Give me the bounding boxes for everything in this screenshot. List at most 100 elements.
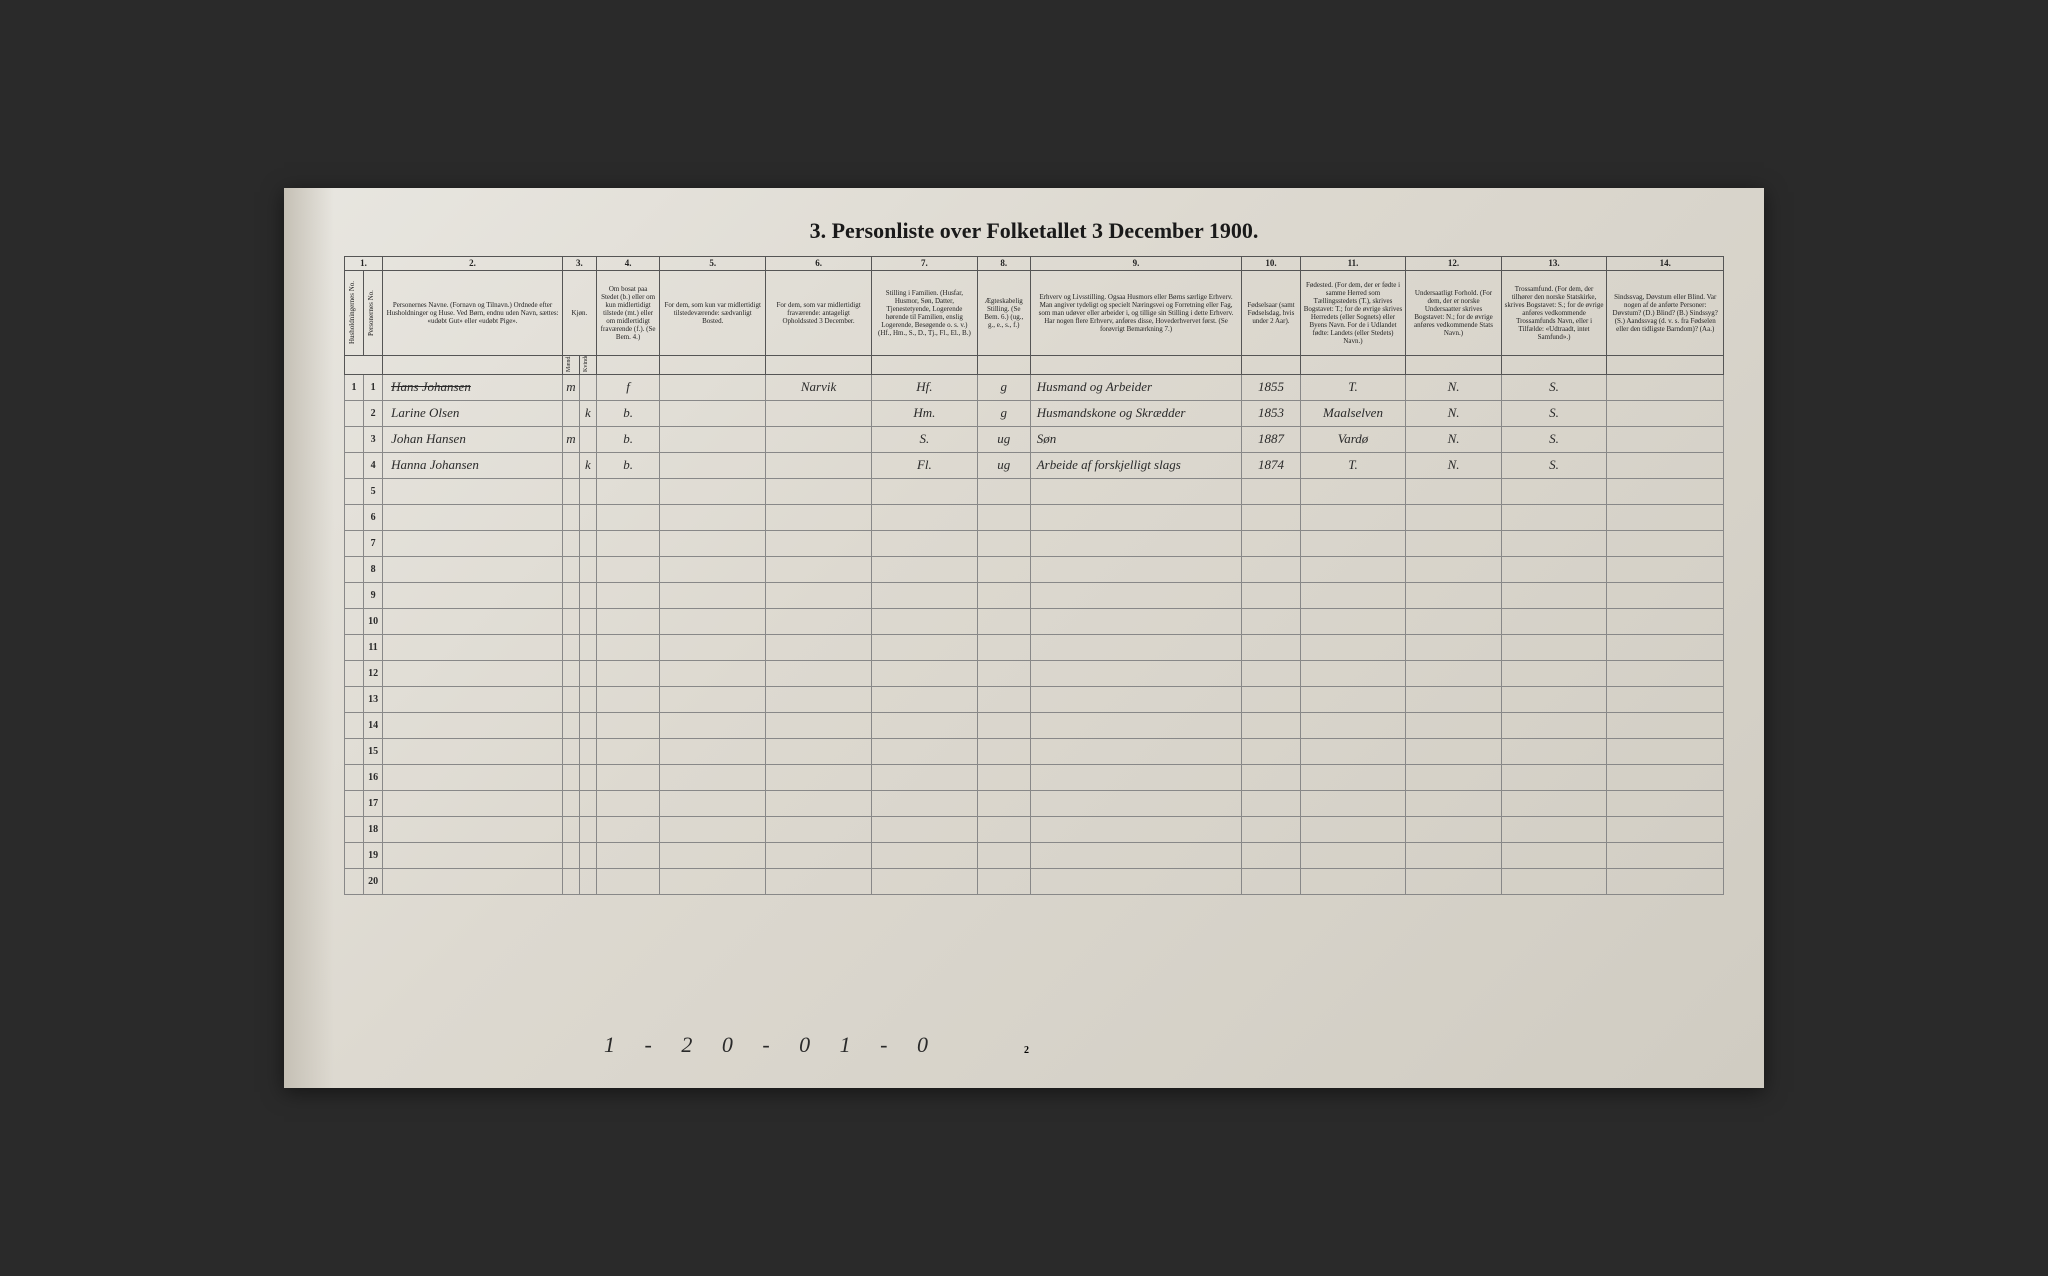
cell-marital [977, 790, 1030, 816]
cell-person-no: 17 [364, 790, 383, 816]
cell-nationality: N. [1406, 374, 1501, 400]
cell-person-no: 12 [364, 660, 383, 686]
cell-birthplace: Maalselven [1300, 400, 1406, 426]
cell-family-pos [871, 816, 977, 842]
cell-religion: S. [1501, 426, 1607, 452]
cell-household-no [345, 582, 364, 608]
cell-family-pos [871, 790, 977, 816]
cell-temp-absent [766, 790, 872, 816]
cell-occupation [1030, 504, 1242, 530]
cell-occupation [1030, 660, 1242, 686]
cell-sex-m [563, 556, 580, 582]
cell-birthplace [1300, 530, 1406, 556]
cell-birthyear [1242, 608, 1300, 634]
table-row: 17 [345, 790, 1724, 816]
hdr-sex: Kjøn. [563, 270, 597, 355]
cell-family-pos [871, 660, 977, 686]
cell-household-no [345, 712, 364, 738]
cell-household-no [345, 868, 364, 894]
cell-temp-present [660, 686, 766, 712]
cell-nationality [1406, 556, 1501, 582]
cell-birthyear [1242, 530, 1300, 556]
cell-name [383, 504, 563, 530]
cell-family-pos [871, 868, 977, 894]
cell-sex-m [563, 478, 580, 504]
hdr-temp-present: For dem, som kun var midlertidigt tilste… [660, 270, 766, 355]
colnum-10: 10. [1242, 257, 1300, 271]
cell-marital [977, 504, 1030, 530]
cell-marital: ug [977, 452, 1030, 478]
cell-person-no: 5 [364, 478, 383, 504]
cell-household-no [345, 400, 364, 426]
cell-religion [1501, 556, 1607, 582]
cell-disability [1607, 712, 1724, 738]
cell-disability [1607, 400, 1724, 426]
cell-temp-absent: Narvik [766, 374, 872, 400]
hdr-family-pos: Stilling i Familien. (Husfar, Husmor, Sø… [871, 270, 977, 355]
cell-birthplace [1300, 608, 1406, 634]
cell-birthyear: 1855 [1242, 374, 1300, 400]
cell-birthyear [1242, 478, 1300, 504]
cell-sex-k: k [579, 400, 596, 426]
cell-temp-absent [766, 660, 872, 686]
cell-nationality [1406, 816, 1501, 842]
cell-sex-k [579, 374, 596, 400]
cell-religion [1501, 686, 1607, 712]
cell-birthyear [1242, 738, 1300, 764]
table-row: 2Larine Olsenkb.Hm.gHusmandskone og Skræ… [345, 400, 1724, 426]
cell-birthplace [1300, 504, 1406, 530]
cell-residence [596, 556, 659, 582]
table-row: 5 [345, 478, 1724, 504]
colnum-12: 12. [1406, 257, 1501, 271]
cell-family-pos [871, 764, 977, 790]
cell-disability [1607, 608, 1724, 634]
cell-sex-m [563, 504, 580, 530]
cell-temp-absent [766, 582, 872, 608]
cell-sex-m [563, 530, 580, 556]
cell-family-pos: Hm. [871, 400, 977, 426]
cell-person-no: 19 [364, 842, 383, 868]
table-row: 6 [345, 504, 1724, 530]
cell-occupation [1030, 634, 1242, 660]
cell-temp-absent [766, 712, 872, 738]
cell-birthplace [1300, 634, 1406, 660]
cell-nationality [1406, 712, 1501, 738]
cell-birthplace [1300, 582, 1406, 608]
cell-occupation [1030, 530, 1242, 556]
cell-name [383, 790, 563, 816]
cell-birthyear [1242, 712, 1300, 738]
census-table: 1. 2. 3. 4. 5. 6. 7. 8. 9. 10. 11. 12. 1… [344, 256, 1724, 895]
cell-marital [977, 842, 1030, 868]
cell-temp-absent [766, 816, 872, 842]
cell-disability [1607, 582, 1724, 608]
cell-occupation [1030, 686, 1242, 712]
cell-nationality [1406, 842, 1501, 868]
cell-person-no: 14 [364, 712, 383, 738]
cell-religion [1501, 868, 1607, 894]
sex-subheader-row: Mænd. Kvinder. [345, 355, 1724, 374]
cell-birthyear [1242, 504, 1300, 530]
cell-sex-m [563, 400, 580, 426]
hdr-temp-absent: For dem, som var midlertidigt fraværende… [766, 270, 872, 355]
cell-temp-absent [766, 842, 872, 868]
cell-sex-k [579, 426, 596, 452]
cell-residence [596, 738, 659, 764]
cell-birthyear: 1887 [1242, 426, 1300, 452]
cell-temp-present [660, 582, 766, 608]
colnum-6: 6. [766, 257, 872, 271]
cell-name [383, 608, 563, 634]
cell-nationality [1406, 764, 1501, 790]
cell-person-no: 4 [364, 452, 383, 478]
cell-residence [596, 790, 659, 816]
cell-residence [596, 608, 659, 634]
table-row: 11 [345, 634, 1724, 660]
cell-occupation [1030, 764, 1242, 790]
cell-temp-present [660, 738, 766, 764]
cell-disability [1607, 452, 1724, 478]
cell-residence [596, 582, 659, 608]
colnum-1: 1. [345, 257, 383, 271]
cell-family-pos: S. [871, 426, 977, 452]
cell-marital [977, 868, 1030, 894]
cell-sex-k [579, 504, 596, 530]
cell-temp-present [660, 868, 766, 894]
